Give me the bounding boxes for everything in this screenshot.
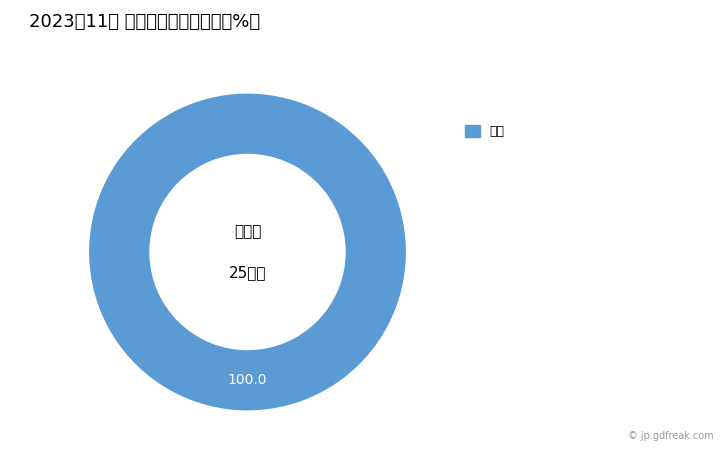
Text: 総　額: 総 額 [234,224,261,239]
Legend: 香港: 香港 [459,120,510,143]
Text: 100.0: 100.0 [228,374,267,387]
Text: 2023年11月 輸出相手国のシェア（%）: 2023年11月 輸出相手国のシェア（%） [29,14,260,32]
Text: 25万円: 25万円 [229,265,266,280]
Text: © jp.gdfreak.com: © jp.gdfreak.com [628,431,713,441]
Wedge shape [89,94,406,410]
